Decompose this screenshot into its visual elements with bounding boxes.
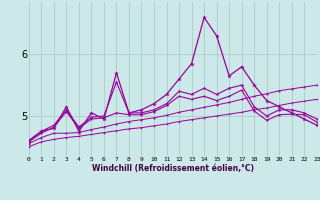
X-axis label: Windchill (Refroidissement éolien,°C): Windchill (Refroidissement éolien,°C) (92, 164, 254, 173)
